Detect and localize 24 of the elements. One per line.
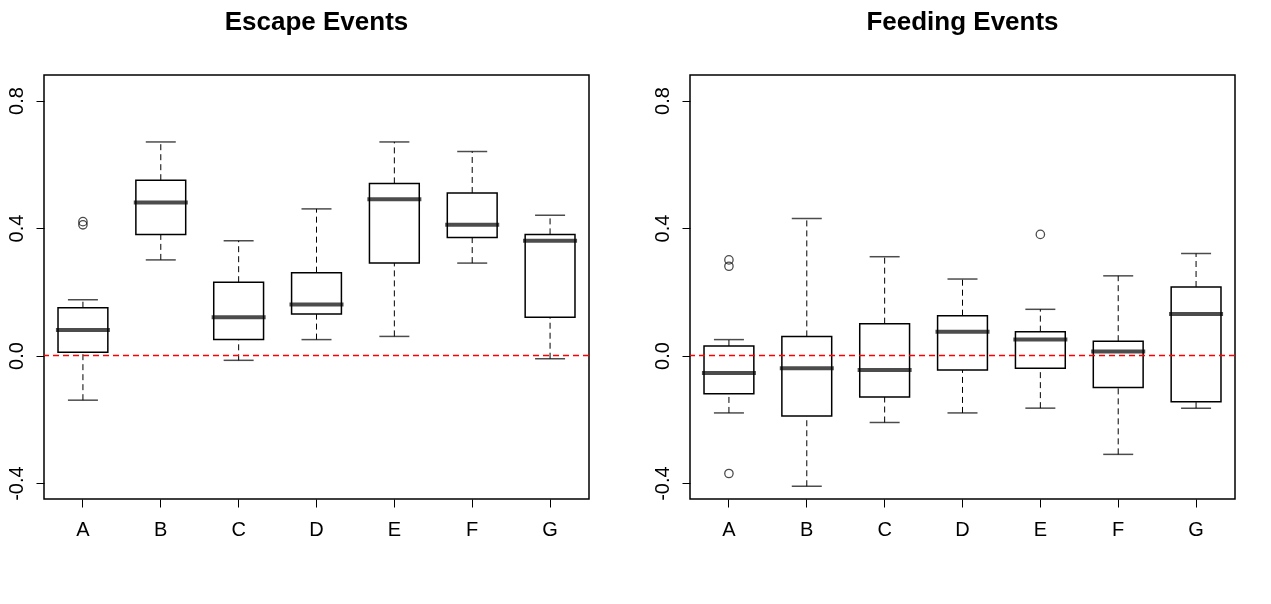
x-tick-label: G [542,517,558,540]
x-tick-label: D [955,517,970,540]
y-tick-label: 0.4 [4,214,27,243]
y-tick-label: 0.4 [650,214,673,243]
x-tick-label: G [1188,517,1204,540]
x-tick-label: E [1033,517,1048,540]
y-tick-label: -0.4 [4,466,27,501]
y-tick-label: 0.0 [4,342,27,370]
x-tick-label: C [231,517,246,540]
x-tick-label: D [309,517,324,540]
y-tick-label: 0.8 [4,87,27,115]
chart-title: Escape Events [224,6,409,36]
y-tick-label: 0.8 [650,87,673,115]
y-tick-label: 0.0 [650,342,673,370]
x-tick-label: F [1112,517,1125,540]
x-tick-label: B [800,517,814,540]
x-tick-label: C [877,517,892,540]
y-tick-label: -0.4 [650,466,673,501]
x-tick-label: E [387,517,402,540]
x-tick-label: A [722,517,737,540]
x-tick-label: A [76,517,91,540]
chart-title: Feeding Events [866,6,1059,36]
x-tick-label: B [154,517,168,540]
x-tick-label: F [466,517,479,540]
